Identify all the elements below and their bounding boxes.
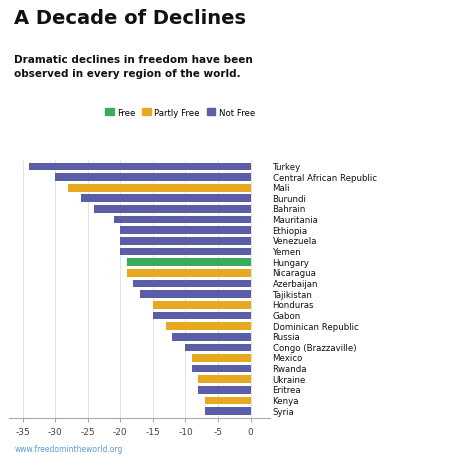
Legend: Free, Partly Free, Not Free: Free, Partly Free, Not Free [105, 108, 255, 118]
Text: A Decade of Declines: A Decade of Declines [14, 9, 246, 28]
Bar [140, 291, 251, 298]
Text: Mexico: Mexico [273, 354, 303, 363]
Text: Russia: Russia [273, 332, 301, 341]
Text: Syria: Syria [273, 407, 294, 416]
Text: Tajikistan: Tajikistan [273, 290, 312, 299]
Text: Yemen: Yemen [273, 247, 301, 257]
Text: Bahrain: Bahrain [273, 205, 306, 214]
Bar [29, 163, 251, 171]
Bar [127, 259, 251, 266]
Bar [153, 301, 251, 309]
Text: Central African Republic: Central African Republic [273, 173, 376, 182]
Bar [173, 333, 251, 341]
Bar [120, 227, 251, 235]
Bar [120, 248, 251, 256]
Text: Hungary: Hungary [273, 258, 310, 267]
Bar [166, 323, 251, 330]
Bar [133, 280, 251, 288]
Text: www.freedomintheworld.org: www.freedomintheworld.org [14, 444, 123, 453]
Bar [94, 206, 251, 213]
Bar [114, 216, 251, 224]
Text: Azerbaijan: Azerbaijan [273, 280, 318, 288]
Text: Ethiopia: Ethiopia [273, 226, 308, 235]
Bar [205, 397, 251, 404]
Text: Venezuela: Venezuela [273, 237, 317, 246]
Bar [199, 386, 251, 394]
Bar [153, 312, 251, 319]
Bar [120, 238, 251, 245]
Text: Ukraine: Ukraine [273, 375, 306, 384]
Bar [81, 195, 251, 203]
Text: Nicaragua: Nicaragua [273, 269, 317, 278]
Bar [192, 365, 251, 373]
Bar [68, 185, 251, 192]
Text: Rwanda: Rwanda [273, 364, 307, 373]
Text: Burundi: Burundi [273, 195, 306, 203]
Text: Mauritania: Mauritania [273, 216, 319, 224]
Text: Dominican Republic: Dominican Republic [273, 322, 358, 331]
Bar [185, 344, 251, 352]
Bar [127, 269, 251, 277]
Text: Turkey: Turkey [273, 162, 301, 172]
Bar [192, 354, 251, 362]
Bar [205, 408, 251, 415]
Bar [199, 375, 251, 383]
Text: Gabon: Gabon [273, 311, 301, 320]
Text: Congo (Brazzaville): Congo (Brazzaville) [273, 343, 356, 352]
Text: Kenya: Kenya [273, 396, 299, 405]
Text: Mali: Mali [273, 184, 290, 193]
Text: Honduras: Honduras [273, 301, 314, 309]
Bar [55, 174, 251, 181]
Text: Eritrea: Eritrea [273, 386, 301, 395]
Text: Dramatic declines in freedom have been
observed in every region of the world.: Dramatic declines in freedom have been o… [14, 55, 253, 79]
